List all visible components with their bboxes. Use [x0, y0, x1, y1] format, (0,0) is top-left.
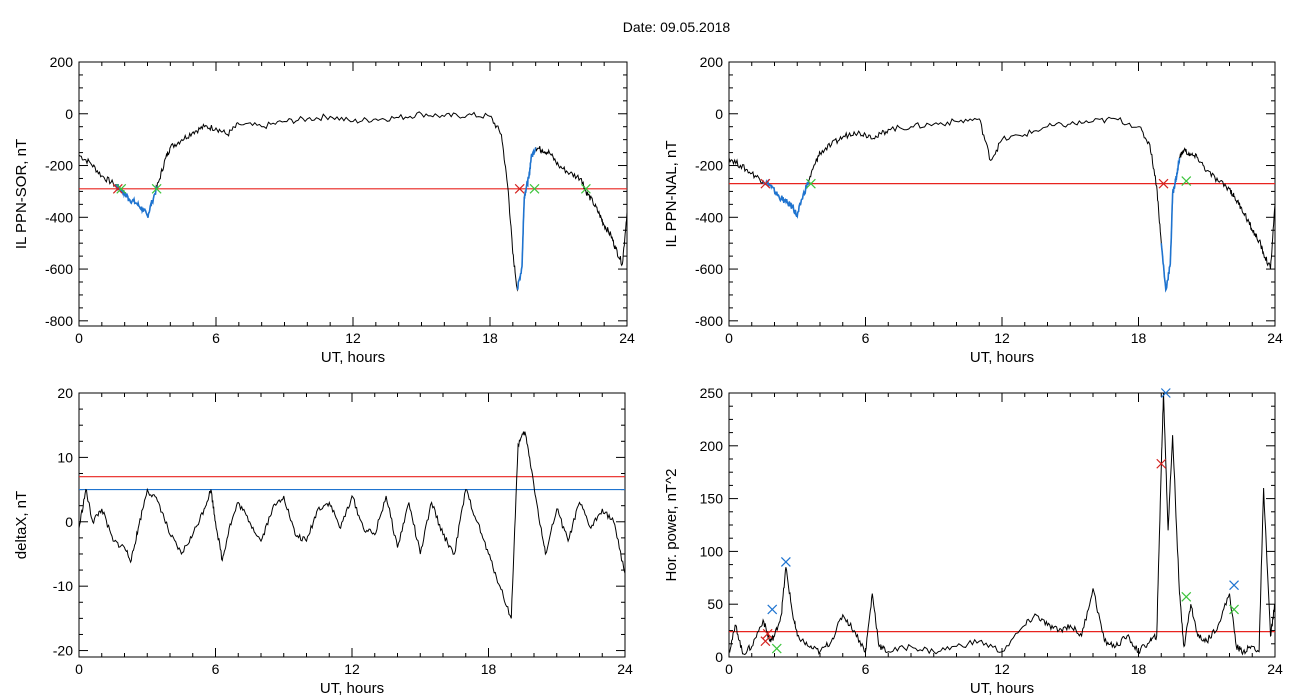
x-tick-label: 12: [345, 330, 361, 346]
series-line: [78, 431, 626, 619]
y-tick-label: 10: [57, 449, 73, 465]
x-tick-label: 18: [1131, 661, 1147, 677]
highlight-segment: [762, 178, 810, 219]
event-marker-green: [1181, 176, 1192, 186]
y-tick-label: 0: [715, 106, 723, 122]
event-marker-red: [760, 178, 771, 189]
event-marker-green: [1181, 591, 1192, 602]
event-marker-green: [529, 183, 540, 194]
event-marker-blue: [767, 604, 778, 615]
y-axis-label: deltaX, nT: [13, 491, 30, 559]
chart-panel-3: 0 6 12 18 24 20 10 0 -10 -20 UT, hours deltaX, nT: [13, 385, 633, 697]
x-tick-label: 18: [482, 330, 498, 346]
y-tick-label: -600: [45, 261, 73, 277]
highlight-segment: [1160, 157, 1181, 293]
y-tick-label: 0: [715, 649, 723, 665]
event-marker-green: [116, 183, 127, 194]
highlight-segment: [115, 184, 157, 218]
x-tick-label: 12: [994, 330, 1010, 346]
x-tick-label: 6: [862, 330, 870, 346]
y-tick-label: 20: [57, 385, 73, 401]
y-tick-label: -400: [45, 209, 73, 225]
y-tick-label: 250: [700, 385, 724, 401]
event-marker-blue: [1160, 388, 1171, 398]
x-tick-label: 6: [212, 661, 220, 677]
plot-frame: [78, 61, 628, 327]
y-axis-label: IL PPN-SOR, nT: [13, 139, 30, 249]
x-axis-label: UT, hours: [320, 680, 384, 697]
y-tick-label: 0: [65, 106, 73, 122]
event-marker-green: [580, 183, 591, 194]
y-tick-label: 100: [700, 543, 724, 559]
y-axis-label: Hor. power, nT^2: [663, 469, 680, 582]
x-axis-label: UT, hours: [970, 349, 1034, 366]
chart-panel-2: 0 6 12 18 24 200 0 -200 -400 -600 -800 UT, hours IL …: [663, 54, 1283, 366]
y-tick-label: -200: [45, 158, 73, 174]
x-axis-label: UT, hours: [970, 680, 1034, 697]
x-tick-label: 0: [75, 330, 83, 346]
series-line: [78, 111, 628, 292]
event-marker-green: [151, 183, 162, 194]
chart-panel-4: 0 6 12 18 24 250 200 150 100 50 0 UT, hours Hor. pow…: [663, 385, 1283, 697]
x-tick-label: 0: [725, 330, 733, 346]
x-tick-label: 18: [481, 661, 497, 677]
y-tick-label: -400: [695, 209, 723, 225]
series-line: [728, 116, 1276, 292]
x-tick-label: 0: [725, 661, 733, 677]
event-marker-red: [1158, 178, 1169, 189]
y-tick-label: -800: [45, 313, 73, 329]
event-marker-red: [1156, 458, 1167, 469]
event-marker-blue: [1229, 580, 1239, 591]
x-tick-label: 24: [1267, 330, 1283, 346]
x-tick-label: 24: [619, 330, 635, 346]
event-marker-red: [762, 628, 773, 639]
chart-panel-1: 0 6 12 18 24 200 0 -200 -400 -600 -800 UT, hours IL …: [13, 54, 635, 366]
x-tick-label: 24: [617, 661, 633, 677]
x-axis-label: UT, hours: [321, 349, 385, 366]
event-marker-red: [760, 636, 771, 647]
page-title: Date: 09.05.2018: [622, 19, 731, 35]
y-tick-label: -10: [53, 578, 73, 594]
y-tick-label: 200: [700, 438, 724, 454]
series-line: [728, 392, 1276, 656]
event-marker-red: [514, 183, 525, 194]
y-tick-label: 200: [700, 54, 724, 70]
x-tick-label: 0: [75, 661, 83, 677]
y-tick-label: -200: [695, 158, 723, 174]
x-tick-label: 12: [344, 661, 360, 677]
highlight-segment: [516, 147, 537, 291]
plot-frame: [728, 61, 1276, 327]
x-tick-label: 12: [994, 661, 1010, 677]
event-marker-green: [1229, 604, 1239, 615]
y-tick-label: 0: [65, 514, 73, 530]
x-tick-label: 6: [212, 330, 220, 346]
y-tick-label: -20: [53, 643, 73, 659]
y-axis-label: IL PPN-NAL, nT: [663, 141, 680, 248]
event-marker-green: [805, 178, 816, 189]
y-tick-label: 50: [707, 596, 723, 612]
event-marker-red: [112, 183, 123, 194]
y-tick-label: 200: [50, 54, 74, 70]
x-tick-label: 6: [862, 661, 870, 677]
y-tick-label: -800: [695, 313, 723, 329]
x-tick-label: 18: [1131, 330, 1147, 346]
y-tick-label: -600: [695, 261, 723, 277]
plot-frame: [78, 392, 626, 658]
event-marker-green: [771, 643, 782, 654]
y-tick-label: 150: [700, 491, 724, 507]
event-marker-blue: [780, 557, 791, 567]
x-tick-label: 24: [1267, 661, 1283, 677]
